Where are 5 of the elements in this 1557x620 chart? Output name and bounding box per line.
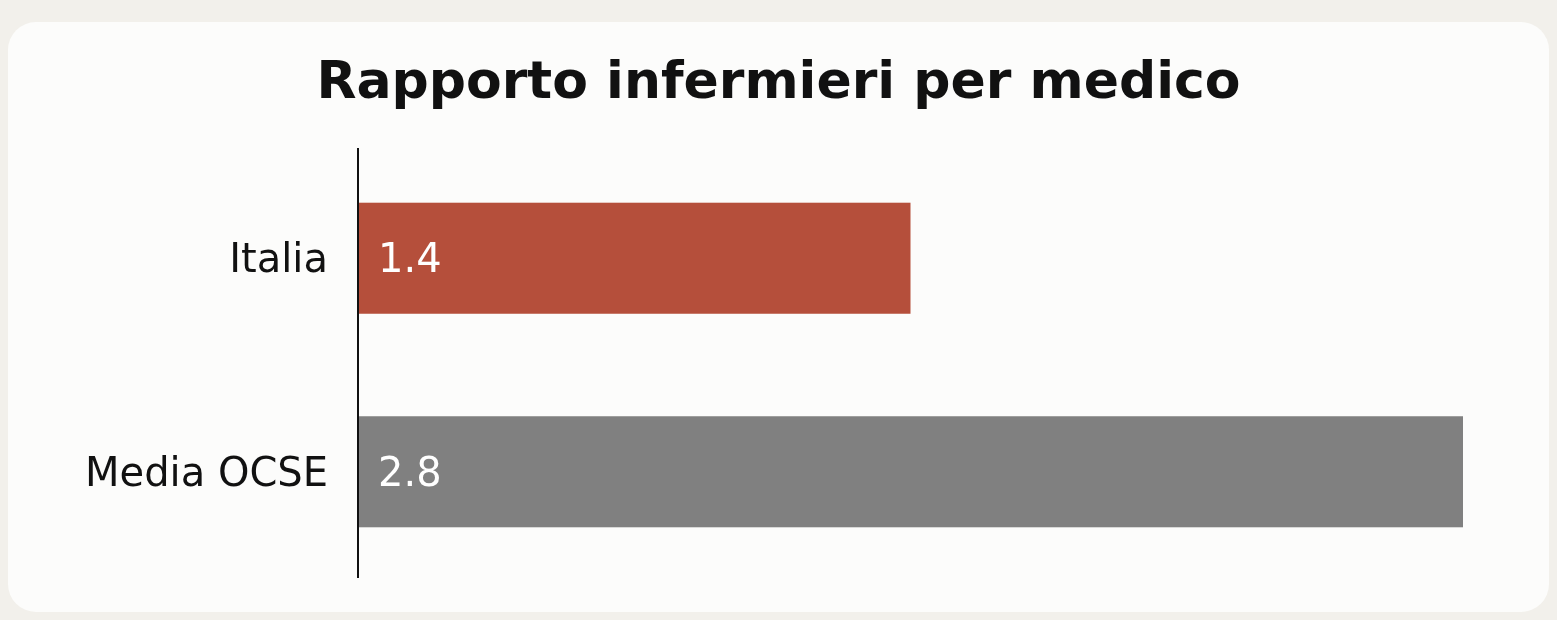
chart-title: Rapporto infermieri per medico — [316, 50, 1241, 110]
y-tick-label: Media OCSE — [85, 448, 328, 495]
y-tick-label: Italia — [229, 235, 328, 282]
data-label: 1.4 — [378, 235, 442, 282]
data-label: 2.8 — [378, 448, 442, 495]
